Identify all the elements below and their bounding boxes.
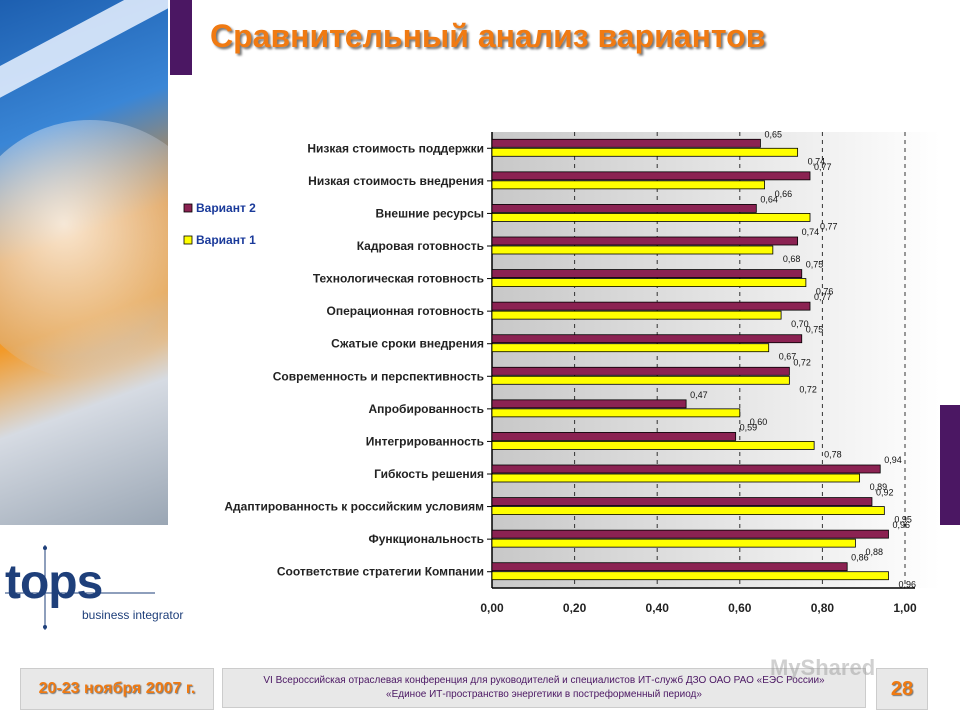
data-label-variant-2: 0,65: [764, 129, 782, 139]
data-label-variant-1: 0,76: [816, 287, 834, 297]
bar-variant-1: [491, 473, 860, 483]
bar-variant-2: [491, 366, 790, 376]
bar-variant-2: [491, 269, 803, 278]
bar-variant-1: [491, 343, 770, 353]
legend-swatch-variant-2: [183, 203, 193, 213]
bar-variant-2: [491, 138, 761, 148]
bar-variant-1: [491, 310, 782, 320]
bar-variant-1: [491, 571, 889, 581]
bar-variant-1: [491, 213, 811, 222]
category-label: Сжатые сроки внедрения: [331, 337, 484, 351]
data-label-variant-2: 0,96: [892, 520, 910, 530]
page-number: 28: [876, 668, 928, 710]
data-label-variant-1: 0,88: [865, 547, 883, 557]
data-label-variant-1: 0,96: [898, 580, 916, 590]
data-label-variant-1: 0,89: [870, 482, 888, 492]
bar-variant-2: [491, 432, 737, 441]
data-label-variant-1: 0,77: [820, 221, 838, 231]
data-label-variant-2: 0,74: [802, 227, 820, 237]
accent-bar-right: [940, 405, 960, 525]
category-label: Апробированность: [368, 402, 484, 416]
plot-area: [492, 132, 940, 588]
data-label-variant-1: 0,67: [779, 352, 797, 362]
bar-variant-1: [491, 245, 774, 255]
data-label-variant-1: 0,68: [783, 254, 801, 264]
bar-variant-1: [491, 147, 799, 157]
logo-graphic: [5, 545, 155, 630]
x-tick-label: 0,60: [728, 601, 752, 615]
bar-variant-1: [491, 408, 741, 418]
bar-variant-1: [491, 506, 885, 515]
legend-label-variant-2: Вариант 2: [196, 201, 256, 215]
bar-variant-2: [491, 464, 881, 474]
bar-variant-1: [491, 180, 765, 190]
footer-date: 20-23 ноября 2007 г.: [20, 668, 214, 710]
category-label: Низкая стоимость поддержки: [307, 141, 484, 155]
category-label: Низкая стоимость внедрения: [308, 174, 484, 188]
data-label-variant-2: 0,64: [760, 194, 778, 204]
category-label: Соответствие стратегии Компании: [277, 565, 484, 579]
logo-subtitle: business integrator: [82, 608, 184, 622]
decorative-photo: [0, 0, 168, 525]
footer-conference: VI Всероссийская отраслевая конференция …: [222, 668, 866, 708]
helmet-graphic: [0, 120, 168, 380]
bar-variant-2: [491, 529, 889, 539]
x-tick-label: 1,00: [893, 601, 917, 615]
legend-swatch-variant-1: [183, 235, 193, 245]
data-label-variant-2: 0,75: [806, 260, 824, 270]
bar-variant-1: [491, 375, 790, 385]
category-label: Кадровая готовность: [357, 239, 484, 253]
data-label-variant-1: 0,95: [894, 515, 912, 525]
bar-variant-2: [491, 204, 757, 213]
bar-variant-2: [491, 562, 848, 572]
data-label-variant-1: 0,72: [799, 384, 817, 394]
data-label-variant-2: 0,75: [806, 325, 824, 335]
bar-chart: 0,00 0,20 0,40 0,60 0,80 1,00 Низкая стоимость…: [183, 129, 940, 615]
data-label-variant-2: 0,86: [851, 553, 869, 563]
data-label-variant-2: 0,47: [690, 390, 708, 400]
data-label-variant-1: 0,60: [750, 417, 768, 427]
bar-variant-2: [491, 171, 811, 181]
footer-line-2: «Единое ИТ-пространство энергетики в пос…: [386, 689, 702, 700]
x-tick-label: 0,40: [646, 601, 670, 615]
tops-logo: [5, 545, 185, 630]
category-label: Адаптированность к российским условиям: [224, 500, 484, 514]
data-label-variant-1: 0,66: [775, 189, 793, 199]
bar-variant-1: [491, 538, 856, 548]
category-label: Функциональность: [368, 532, 484, 546]
bar-variant-2: [491, 236, 799, 246]
data-label-variant-2: 0,72: [793, 357, 811, 367]
logo-text: tops: [5, 556, 103, 609]
legend-label-variant-1: Вариант 1: [196, 233, 256, 247]
category-label: Интегрированность: [366, 434, 484, 448]
data-label-variant-2: 0,94: [884, 455, 902, 465]
bar-variant-2: [491, 301, 811, 311]
category-label: Технологическая готовность: [313, 272, 484, 286]
data-label-variant-1: 0,74: [808, 156, 826, 166]
category-label: Операционная готовность: [327, 304, 485, 318]
bar-variant-2: [491, 334, 803, 344]
x-tick-label: 0,00: [480, 601, 504, 615]
data-label-variant-2: 0,92: [876, 488, 894, 498]
data-label-variant-2: 0,77: [814, 162, 832, 172]
data-label-variant-1: 0,78: [824, 449, 842, 459]
footer-line-1: VI Всероссийская отраслевая конференция …: [263, 675, 825, 686]
data-label-variant-2: 0,77: [814, 292, 832, 302]
x-tick-label: 0,80: [811, 601, 835, 615]
data-label-variant-1: 0,70: [791, 319, 809, 329]
slide-title: Сравнительный анализ вариантов: [210, 18, 766, 54]
bar-variant-2: [491, 497, 873, 506]
bar-variant-1: [491, 278, 807, 287]
watermark: MyShared: [770, 655, 876, 680]
bar-variant-2: [491, 399, 687, 409]
data-label-variant-2: 0,59: [740, 422, 758, 432]
x-tick-label: 0,20: [563, 601, 587, 615]
category-label: Гибкость решения: [374, 467, 484, 481]
category-label: Внешние ресурсы: [375, 206, 484, 220]
accent-bar-top: [170, 0, 192, 75]
bar-variant-1: [491, 441, 815, 450]
category-label: Современность и перспективность: [273, 369, 484, 383]
